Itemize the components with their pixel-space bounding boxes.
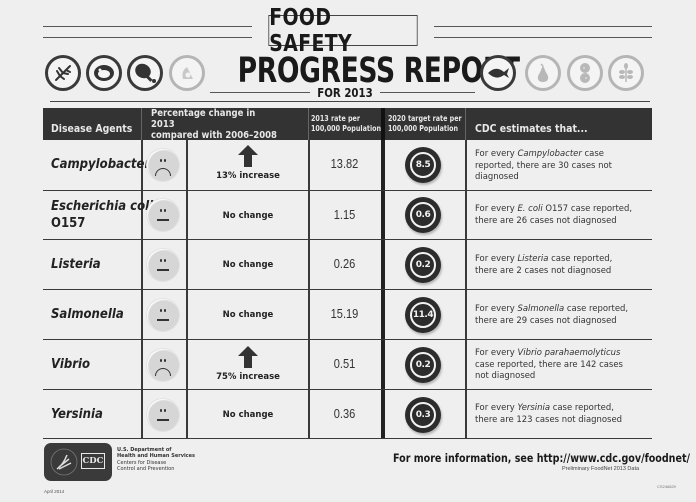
table-row-vibrio: Vibrio 75% increase 0.51 0.2 For every V… (43, 340, 652, 390)
title-rule (434, 37, 652, 38)
hhs-line2: Health and Human Services (117, 453, 195, 460)
agent-name: Vibrio (51, 357, 91, 372)
table-header: Disease Agents Percentage change in 2013… (43, 107, 652, 141)
cdc-estimate: For every Yersinia case reported, there … (475, 402, 623, 425)
header-rate-line2: 100,000 Population (311, 124, 382, 133)
up-arrow-icon (238, 145, 258, 167)
rate-2013: 0.26 (333, 256, 356, 271)
title-rule (43, 26, 252, 27)
target-value: 0.2 (410, 352, 436, 378)
header-cdc-estimates: CDC estimates that... (475, 121, 588, 135)
steak-icon (86, 55, 122, 91)
target-value: 8.5 (410, 152, 436, 178)
wheat-icon (608, 55, 644, 91)
hhs-line4: Control and Prevention (117, 465, 175, 472)
sad-face-icon (147, 149, 179, 181)
table-row-listeria: Listeria No change 0.26 0.2 For every Li… (43, 240, 652, 290)
header-rule (50, 101, 650, 102)
cdc-estimate: For every E. coli O157 case reported, th… (475, 203, 633, 226)
title-food-safety: FOOD SAFETY (268, 5, 418, 57)
sad-face-icon (147, 349, 179, 381)
header-disease-agents: Disease Agents (51, 121, 133, 135)
target-value: 0.3 (410, 402, 436, 428)
target-rate-badge: 0.2 (405, 247, 441, 283)
cdc-estimate: For every Salmonella case reported, ther… (475, 303, 629, 326)
target-rate-badge: 0.2 (405, 347, 441, 383)
rate-2013: 0.36 (333, 406, 356, 421)
change-cell: 13% increase (188, 145, 308, 181)
rate-2013: 0.51 (333, 356, 356, 371)
subtitle-rule (210, 92, 310, 93)
cdc-estimate: For every Vibrio parahaemolyticus case r… (475, 347, 623, 381)
header-2020-target: 2020 target rate per 100,000 Population (388, 108, 475, 140)
header-divider (465, 108, 466, 140)
egg-icon (169, 55, 205, 91)
pear-icon (525, 55, 561, 91)
target-rate-badge: 0.6 (405, 197, 441, 233)
change-value: 75% increase (216, 372, 280, 382)
cdc-estimate: For every Listeria case reported, there … (475, 253, 613, 276)
subtitle-year: FOR 2013 (317, 86, 373, 100)
hhs-agency-text: U.S. Department of Health and Human Serv… (117, 447, 195, 472)
target-rate-badge: 11.4 (405, 297, 441, 333)
header-change-line1: Percentage change in 2013 (151, 107, 256, 130)
target-rate-badge: 8.5 (405, 147, 441, 183)
cdc-logo-text: CDC (81, 453, 105, 469)
agent-name: Salmonella (51, 307, 124, 322)
title-progress-report: PROGRESS REPORT (237, 51, 520, 91)
header-rate-line1: 2013 rate per (311, 114, 361, 123)
hhs-line1: U.S. Department of (117, 447, 172, 453)
source-note: Preliminary FoodNet 2013 Data (562, 466, 640, 472)
agent-name: Yersinia (51, 407, 103, 422)
neutral-face-icon (147, 399, 179, 431)
agent-name: Listeria (51, 257, 101, 272)
table-row-salmonella: Salmonella No change 15.19 11.4 For ever… (43, 290, 652, 340)
up-arrow-icon (238, 346, 258, 368)
publication-date: April 2014 (44, 489, 65, 494)
agent-name: Campylobacter (51, 157, 151, 172)
header-divider (308, 108, 309, 140)
header-2013-rate: 2013 rate per 100,000 Population (311, 108, 393, 140)
rate-2013: 15.19 (330, 306, 359, 321)
rate-2013: 1.15 (333, 207, 356, 222)
header-percentage-change: Percentage change in 2013 compared with 2… (151, 107, 301, 141)
chicken-drumstick-icon (127, 55, 163, 91)
change-value: No change (222, 211, 274, 221)
table-row-escherichia-coli: Escherichia coli O157 No change 1.15 0.6 … (43, 191, 652, 240)
cdc-estimate: For every Campylobacter case reported, t… (475, 148, 612, 182)
hhs-line3: Centers for Disease (117, 459, 167, 466)
change-value: No change (222, 310, 274, 320)
header-target-line1: 2020 target rate per (388, 114, 462, 123)
fish-icon (480, 55, 516, 91)
table-row-campylobacter: Campylobacter 13% increase 13.82 8.5 For… (43, 140, 652, 191)
change-value: No change (222, 260, 274, 270)
change-cell: 75% increase (188, 346, 308, 382)
target-rate-badge: 0.3 (405, 397, 441, 433)
neutral-face-icon (147, 249, 179, 281)
neutral-face-icon (147, 299, 179, 331)
title-rule (43, 37, 252, 38)
table-row-yersinia: Yersinia No change 0.36 0.3 For every Ye… (43, 390, 652, 439)
more-info-link[interactable]: For more information, see http://www.cdc… (393, 451, 690, 465)
document-code: CS246829 (657, 484, 676, 489)
rate-2013: 13.82 (330, 156, 359, 171)
peanut-icon (567, 55, 603, 91)
sprouts-icon (45, 55, 81, 91)
agent-name: Escherichia coli O157 (51, 199, 154, 231)
change-value: 13% increase (216, 171, 280, 181)
header-change-line2: compared with 2006–2008 (151, 129, 277, 141)
change-value: No change (222, 410, 274, 420)
subtitle-rule (380, 92, 475, 93)
header-target-line2: 100,000 Population (388, 124, 459, 133)
header-divider (141, 108, 142, 140)
header-divider (381, 108, 385, 140)
hhs-eagle-icon (50, 448, 78, 476)
target-value: 0.2 (410, 252, 436, 278)
target-value: 0.6 (410, 202, 436, 228)
target-value: 11.4 (410, 302, 436, 328)
cdc-logo[interactable]: CDC (44, 443, 112, 481)
neutral-face-icon (147, 199, 179, 231)
title-rule (434, 26, 652, 27)
